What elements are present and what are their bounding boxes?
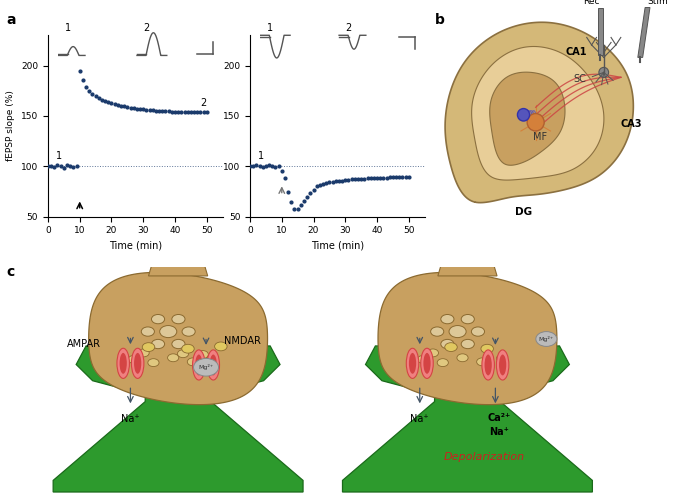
Text: AMPAR: AMPAR <box>67 339 101 349</box>
Text: Ca²⁺: Ca²⁺ <box>487 413 510 423</box>
Polygon shape <box>378 273 557 405</box>
Text: Na⁺: Na⁺ <box>121 414 140 424</box>
Circle shape <box>128 355 139 363</box>
Text: SC: SC <box>573 75 586 84</box>
Ellipse shape <box>423 353 431 374</box>
Circle shape <box>172 314 185 324</box>
Polygon shape <box>598 8 603 55</box>
Text: 1: 1 <box>56 151 62 161</box>
Circle shape <box>142 343 155 351</box>
Circle shape <box>160 326 177 338</box>
Circle shape <box>527 113 544 131</box>
Circle shape <box>457 354 468 362</box>
Circle shape <box>517 108 530 121</box>
Circle shape <box>182 327 195 336</box>
Ellipse shape <box>117 348 129 379</box>
Ellipse shape <box>132 348 144 379</box>
Text: NMDAR: NMDAR <box>224 336 261 346</box>
Ellipse shape <box>482 350 495 380</box>
Circle shape <box>151 339 164 349</box>
Circle shape <box>449 326 466 338</box>
Circle shape <box>431 327 444 336</box>
Ellipse shape <box>409 353 416 374</box>
Text: Mg²⁺: Mg²⁺ <box>199 364 214 370</box>
Ellipse shape <box>406 348 419 379</box>
Text: CA1: CA1 <box>565 47 587 57</box>
Text: 1: 1 <box>64 23 71 33</box>
Text: CA3: CA3 <box>621 119 643 129</box>
Circle shape <box>437 359 449 366</box>
Circle shape <box>214 342 227 351</box>
Ellipse shape <box>497 350 509 380</box>
Ellipse shape <box>499 354 506 375</box>
Ellipse shape <box>192 350 205 380</box>
Circle shape <box>151 314 164 324</box>
Polygon shape <box>149 246 208 276</box>
Text: DG: DG <box>515 207 532 217</box>
Ellipse shape <box>484 354 492 375</box>
Y-axis label: fEPSP slope (%): fEPSP slope (%) <box>6 91 16 161</box>
Polygon shape <box>638 8 650 57</box>
Text: a: a <box>7 13 16 27</box>
Ellipse shape <box>421 348 433 379</box>
Ellipse shape <box>120 353 127 374</box>
Circle shape <box>197 351 208 358</box>
Circle shape <box>177 350 188 358</box>
Ellipse shape <box>134 353 141 374</box>
Text: Depolarization: Depolarization <box>443 452 525 462</box>
Circle shape <box>182 344 195 353</box>
Circle shape <box>427 349 438 357</box>
Circle shape <box>445 343 458 351</box>
Circle shape <box>187 358 199 366</box>
Circle shape <box>461 339 474 349</box>
Circle shape <box>138 349 149 357</box>
Circle shape <box>148 359 159 366</box>
X-axis label: Time (min): Time (min) <box>311 241 364 251</box>
Text: Mg²⁺: Mg²⁺ <box>539 336 554 342</box>
Text: b: b <box>435 13 445 27</box>
Circle shape <box>194 358 219 376</box>
Circle shape <box>599 68 609 77</box>
Polygon shape <box>472 46 604 180</box>
Circle shape <box>461 314 474 324</box>
Ellipse shape <box>207 350 219 380</box>
Circle shape <box>471 327 484 336</box>
Circle shape <box>477 358 488 366</box>
Circle shape <box>441 339 454 349</box>
Polygon shape <box>438 246 497 276</box>
Circle shape <box>497 355 508 362</box>
Text: c: c <box>7 265 15 279</box>
Circle shape <box>168 354 179 362</box>
Text: Na⁺: Na⁺ <box>410 414 429 424</box>
Text: Na⁺: Na⁺ <box>488 427 509 437</box>
Circle shape <box>481 344 493 353</box>
Circle shape <box>536 332 557 346</box>
Circle shape <box>172 339 185 349</box>
Ellipse shape <box>195 354 203 375</box>
Text: 2: 2 <box>201 98 207 108</box>
Polygon shape <box>342 346 593 492</box>
Polygon shape <box>490 72 565 165</box>
Text: 1: 1 <box>258 151 264 161</box>
Polygon shape <box>445 22 634 203</box>
Circle shape <box>207 355 219 362</box>
Text: 1: 1 <box>266 23 273 33</box>
Text: Rec: Rec <box>584 0 600 6</box>
Polygon shape <box>88 273 268 405</box>
Text: MF: MF <box>533 132 547 142</box>
Text: 2: 2 <box>143 23 149 33</box>
Circle shape <box>141 327 154 336</box>
Circle shape <box>417 355 429 363</box>
Text: Stim: Stim <box>647 0 668 6</box>
Circle shape <box>441 314 454 324</box>
Ellipse shape <box>210 354 217 375</box>
X-axis label: Time (min): Time (min) <box>109 241 162 251</box>
Polygon shape <box>53 346 303 492</box>
Text: 2: 2 <box>345 23 351 33</box>
